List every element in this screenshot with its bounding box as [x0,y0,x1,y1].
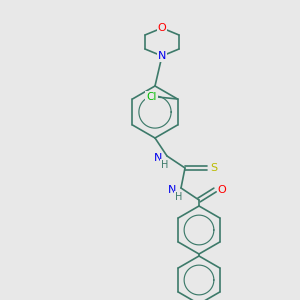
Text: H: H [175,192,183,202]
Text: O: O [218,185,226,195]
Text: H: H [161,160,169,170]
Text: Cl: Cl [146,92,157,102]
Text: N: N [168,185,176,195]
Text: N: N [158,51,166,61]
Text: N: N [154,153,162,163]
Text: S: S [210,163,218,173]
Text: O: O [158,23,166,33]
